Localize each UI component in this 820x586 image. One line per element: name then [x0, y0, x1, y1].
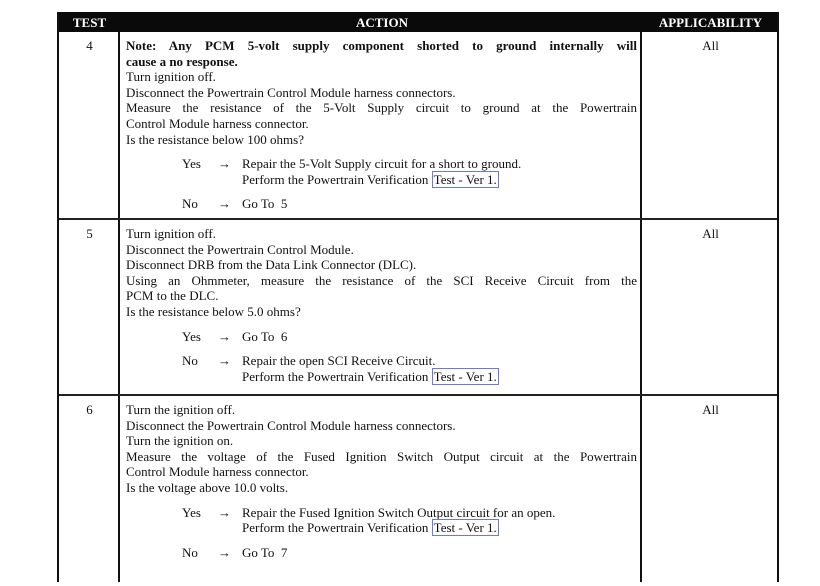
- arrow-right-icon: →: [218, 544, 231, 560]
- table-row: 4 Note: Any PCM 5-volt supply component …: [59, 32, 777, 220]
- step-text: Disconnect the Powertrain Control Module…: [126, 84, 456, 100]
- step-text: Measure the voltage of the Fused Ignitio…: [126, 448, 637, 464]
- step-text: Turn the ignition off.: [126, 402, 236, 417]
- yes-label: Yes: [182, 156, 201, 172]
- applicability: All: [702, 402, 719, 417]
- verification-test-link[interactable]: Test - Ver 1.: [431, 519, 499, 537]
- response-text: Repair the open SCI Receive Circuit.: [242, 353, 436, 369]
- column-divider: [118, 32, 120, 582]
- header-test: TEST: [72, 15, 107, 30]
- question-text: Is the resistance below 5.0 ohms?: [126, 303, 301, 319]
- applicability: All: [702, 226, 719, 241]
- yes-response: Yes → Repair the Fused Ignition Switch Out…: [126, 505, 637, 521]
- response-text: Perform the Powertrain Verification: [242, 171, 429, 187]
- action-cell: Turn ignition off. Disconnect the Powert…: [126, 226, 637, 385]
- no-label: No: [182, 196, 198, 212]
- no-label: No: [182, 353, 198, 369]
- column-divider: [640, 32, 642, 582]
- response-text: Perform the Powertrain Verification: [242, 520, 429, 536]
- no-response: No → Go To 5: [126, 196, 637, 212]
- arrow-right-icon: →: [218, 353, 231, 369]
- step-text: PCM to the DLC.: [126, 288, 219, 304]
- note-text: cause a no response.: [126, 53, 238, 69]
- arrow-right-icon: →: [218, 196, 231, 212]
- header-action: ACTION: [355, 15, 408, 30]
- yes-response: Yes → Go To 6: [126, 329, 637, 345]
- no-response: No → Repair the open SCI Receive Circuit.: [126, 353, 637, 369]
- step-text: Disconnect the Powertrain Control Module…: [126, 417, 456, 433]
- test-number: 4: [86, 38, 93, 53]
- yes-label: Yes: [182, 328, 201, 344]
- step-text: Control Module harness connector.: [126, 115, 309, 131]
- goto-text: Go To 5: [242, 196, 288, 212]
- test-number: 6: [86, 402, 93, 417]
- response-text: Repair the Fused Ignition Switch Output …: [242, 504, 556, 520]
- diagnostic-table: TEST ACTION APPLICABILITY 4 Note: Any PC…: [57, 12, 779, 582]
- test-number: 5: [86, 226, 93, 241]
- table-row: 5 Turn ignition off. Disconnect the Powe…: [59, 220, 777, 396]
- table-row: 6 Turn the ignition off. Disconnect the …: [59, 396, 777, 586]
- step-text: Disconnect DRB from the Data Link Connec…: [126, 257, 417, 273]
- note-text: Note: Any PCM 5-volt supply component sh…: [126, 38, 637, 53]
- step-text: Turn ignition off.: [126, 69, 216, 85]
- arrow-right-icon: →: [218, 504, 231, 520]
- goto-text: Go To 6: [242, 328, 288, 344]
- verification-test-link[interactable]: Test - Ver 1.: [431, 367, 499, 385]
- yes-response: Yes → Repair the 5-Volt Supply circuit for…: [126, 156, 637, 172]
- step-text: Turn the ignition on.: [126, 433, 234, 449]
- step-text: Disconnect the Powertrain Control Module…: [126, 241, 354, 257]
- arrow-right-icon: →: [218, 156, 231, 172]
- step-text: Control Module harness connector.: [126, 464, 309, 480]
- response-text: Perform the Powertrain Verification: [242, 368, 429, 384]
- step-text: Using an Ohmmeter, measure the resistanc…: [126, 272, 637, 288]
- response-text: Repair the 5-Volt Supply circuit for a s…: [242, 156, 522, 172]
- applicability: All: [702, 38, 719, 53]
- action-cell: Turn the ignition off. Disconnect the Po…: [126, 402, 637, 560]
- question-text: Is the voltage above 10.0 volts.: [126, 479, 289, 495]
- question-text: Is the resistance below 100 ohms?: [126, 131, 304, 147]
- step-text: Turn ignition off.: [126, 226, 216, 241]
- yes-label: Yes: [182, 504, 201, 520]
- no-label: No: [182, 544, 198, 560]
- step-text: Measure the resistance of the 5-Volt Sup…: [126, 100, 637, 116]
- goto-text: Go To 7: [242, 544, 288, 560]
- action-cell: Note: Any PCM 5-volt supply component sh…: [126, 38, 637, 212]
- arrow-right-icon: →: [218, 328, 231, 344]
- table-header: TEST ACTION APPLICABILITY: [59, 12, 777, 32]
- no-response: No → Go To 7: [126, 545, 637, 561]
- verification-test-link[interactable]: Test - Ver 1.: [431, 170, 499, 188]
- header-applicability: APPLICABILITY: [658, 15, 763, 30]
